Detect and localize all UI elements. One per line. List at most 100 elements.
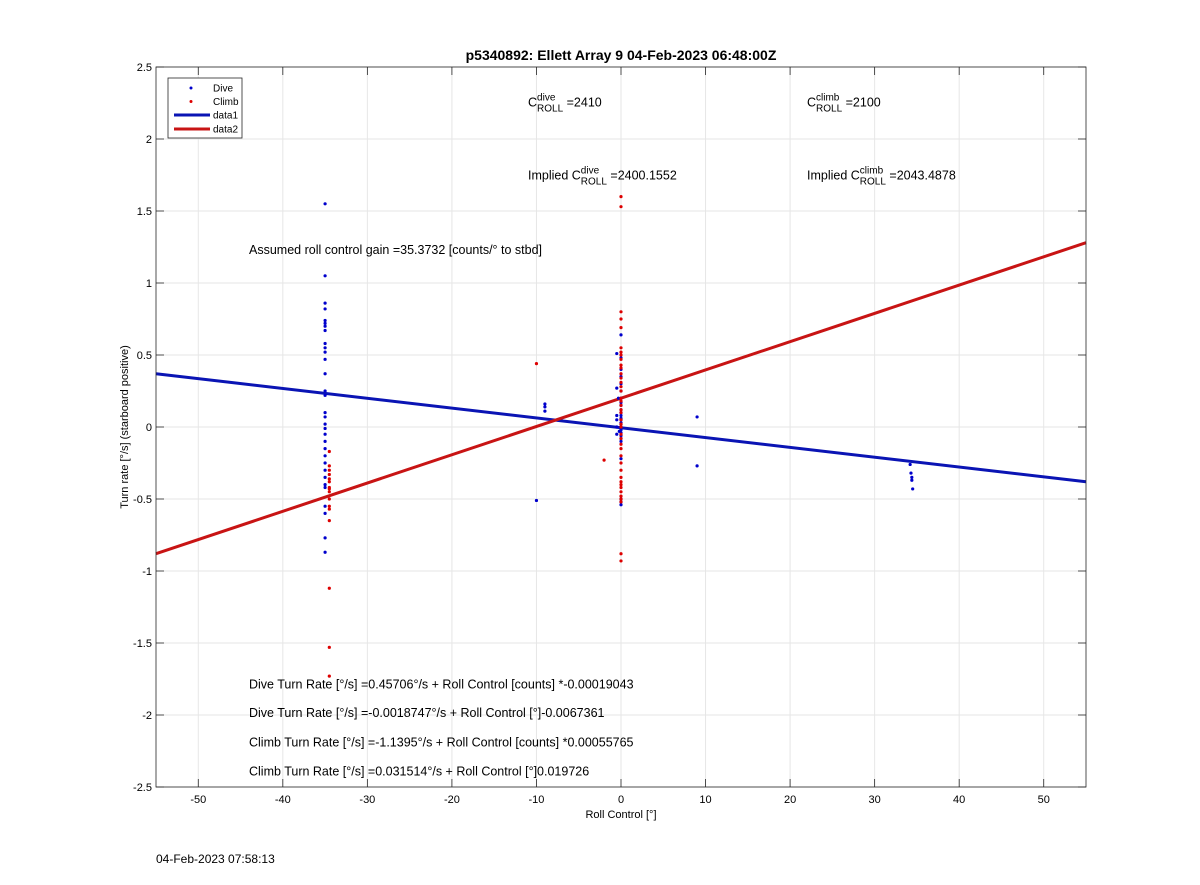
dive-point (543, 402, 547, 406)
x-tick-label: 30 (869, 794, 881, 806)
dive-point (323, 475, 327, 479)
legend-climb-marker (189, 100, 193, 103)
dive-point (323, 426, 327, 431)
dive-point (615, 386, 619, 390)
dive-point (910, 478, 914, 482)
climb-point (327, 477, 331, 481)
dive-point (615, 413, 619, 418)
y-tick-label: 0 (146, 422, 152, 434)
legend: Dive Climb data1 data2 (167, 77, 243, 139)
dive-point (543, 405, 547, 409)
gain-note-annotation: Assumed roll control gain =35.3732 [coun… (249, 243, 542, 257)
annotation-prefix: C (807, 96, 816, 110)
climb-point (327, 507, 331, 511)
x-tick-label: 10 (699, 794, 711, 806)
dive-point (615, 425, 619, 429)
dive-point (619, 428, 623, 432)
climb-point (327, 504, 331, 508)
climb-point (619, 447, 623, 451)
climb-point (327, 519, 331, 523)
climb-point (619, 389, 623, 393)
c-roll-climb-annotation: Cclimb ROLL =2100 (807, 93, 881, 115)
climb-point (327, 497, 331, 501)
climb-point (619, 205, 623, 209)
climb-point (619, 497, 623, 501)
fit-4-annotation: Climb Turn Rate [°/s] =0.031514°/s + Rol… (249, 764, 589, 778)
annotation-value: =2400.1552 (607, 168, 677, 182)
dive-point (615, 351, 619, 356)
climb-point (619, 490, 623, 494)
annotation-superscript: dive (537, 93, 556, 104)
dive-point (323, 432, 327, 436)
climb-point (619, 326, 623, 330)
dive-point (534, 498, 539, 503)
annotation-prefix: Implied C (807, 168, 860, 182)
y-tick-label: -1 (142, 566, 152, 578)
climb-point (619, 380, 623, 384)
dive-point (323, 341, 327, 346)
climb-point (619, 317, 623, 321)
y-tick-label: 2 (146, 134, 152, 146)
climb-point (619, 350, 623, 354)
climb-point (619, 385, 623, 389)
dive-point (695, 415, 699, 419)
dive-point (323, 536, 327, 540)
climb-point (619, 396, 623, 400)
dive-point (619, 457, 623, 461)
legend-data2-label: data2 (213, 125, 238, 136)
dive-point (323, 301, 327, 305)
y-tick-label: -2.5 (133, 782, 152, 794)
dive-point (323, 550, 327, 554)
climb-point (619, 475, 623, 479)
c-roll-dive-annotation: Cdive ROLL =2410 (528, 93, 602, 115)
fit-3-annotation: Climb Turn Rate [°/s] =-1.1395°/s + Roll… (249, 736, 634, 750)
climb-point (619, 353, 623, 357)
climb-point (619, 494, 623, 498)
annotations: Cdive ROLL =2410 Cclimb ROLL =2100 Implied C… (249, 93, 956, 779)
climb-point (619, 425, 623, 429)
climb-point (327, 645, 331, 649)
dive-point (323, 372, 327, 376)
climb-point (327, 464, 331, 468)
dive-point (323, 422, 327, 426)
dive-point (615, 418, 619, 422)
dive-point (323, 350, 327, 354)
legend-dive-label: Dive (213, 84, 233, 95)
print-timestamp: 04-Feb-2023 07:58:13 (156, 852, 275, 866)
annotation-prefix: Implied C (528, 168, 581, 182)
y-tick-label: 1 (146, 278, 152, 290)
dive-point (323, 324, 327, 328)
dive-point (909, 471, 913, 475)
climb-point (619, 442, 623, 446)
dive-point (615, 432, 619, 436)
climb-point (327, 472, 331, 477)
climb-point (619, 483, 623, 487)
annotation-value: =2043.4878 (886, 168, 956, 182)
x-tick-label: -20 (444, 794, 460, 806)
dive-point (323, 393, 327, 397)
annotation-subscript: ROLL (816, 104, 843, 115)
annotation-subscript: ROLL (860, 176, 887, 187)
climb-point (327, 586, 331, 590)
dive-point (323, 511, 327, 515)
dive-point (616, 396, 621, 400)
y-axis-label: Turn rate [°/s] (starboard positive) (119, 345, 131, 509)
x-tick-label: -10 (529, 794, 545, 806)
annotation-prefix: C (528, 96, 537, 110)
y-tick-label: 0.5 (137, 350, 152, 362)
dive-point (911, 487, 915, 491)
dive-point (323, 483, 327, 487)
chart-title: p5340892: Ellett Array 9 04-Feb-2023 06:… (466, 47, 777, 63)
climb-point (534, 362, 539, 366)
dive-point (619, 439, 623, 443)
dive-point (323, 346, 327, 350)
dive-point (323, 447, 327, 451)
x-axis-label: Roll Control [°] (585, 809, 656, 821)
annotation-superscript: climb (860, 165, 884, 176)
x-tick-label: -30 (359, 794, 375, 806)
dive-point (323, 504, 327, 508)
climb-point (619, 363, 623, 367)
x-tick-label: 50 (1038, 794, 1050, 806)
climb-point (619, 399, 623, 403)
